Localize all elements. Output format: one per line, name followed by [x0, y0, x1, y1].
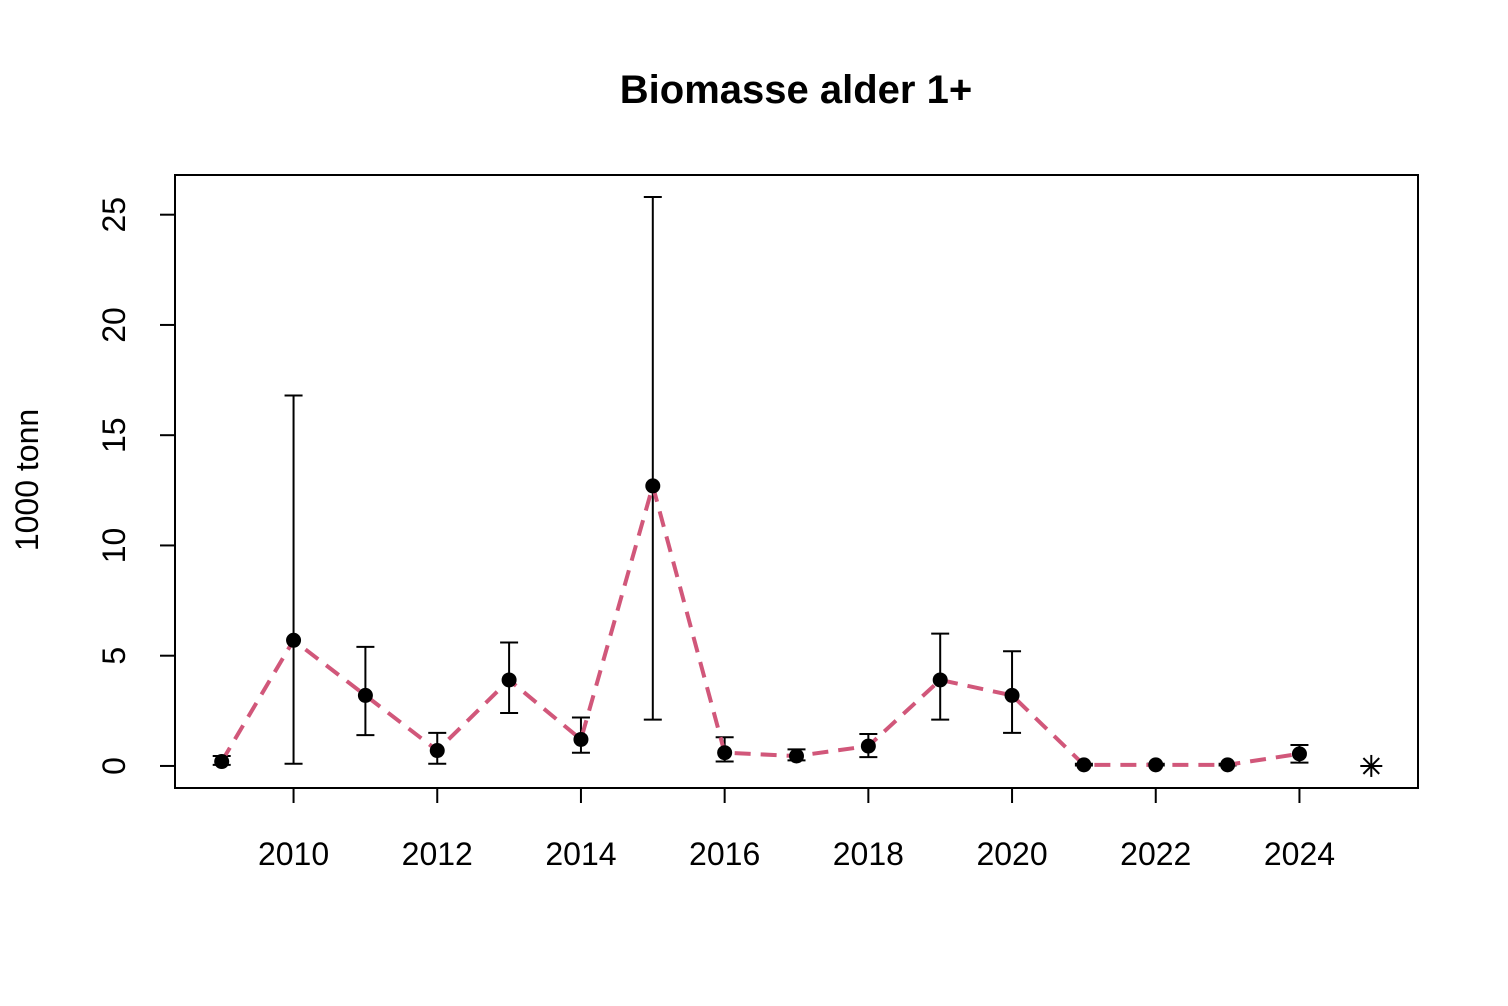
data-point — [214, 754, 230, 770]
y-axis: 0 5 10 15 20 25 — [96, 197, 176, 775]
x-tick-label: 2016 — [689, 836, 760, 872]
x-tick-label: 2020 — [976, 836, 1047, 872]
chart-title: Biomasse alder 1+ — [620, 68, 972, 112]
data-point — [717, 745, 733, 761]
y-tick-label: 5 — [96, 647, 132, 665]
data-point — [860, 738, 876, 754]
y-tick-label: 15 — [96, 417, 132, 453]
asterisk-marker — [1360, 754, 1383, 777]
data-point — [789, 748, 804, 764]
error-bar — [284, 394, 303, 765]
data-point — [1220, 757, 1236, 773]
data-point — [357, 687, 373, 703]
asterisk-stroke — [1362, 757, 1380, 775]
x-axis: 2010 2012 2014 2016 2018 2020 2022 2024 — [258, 787, 1335, 872]
data-point — [286, 632, 302, 648]
data-point — [501, 672, 517, 688]
data-point — [645, 478, 661, 494]
y-tick-label: 25 — [96, 197, 132, 233]
x-tick-label: 2022 — [1120, 836, 1191, 872]
x-tick-label: 2010 — [258, 836, 329, 872]
data-point — [429, 743, 445, 759]
x-tick-label: 2014 — [545, 836, 616, 872]
data-point — [573, 731, 589, 747]
data-point — [1076, 757, 1092, 773]
y-tick-label: 10 — [96, 528, 132, 564]
y-tick-label: 0 — [96, 757, 132, 775]
data-points — [214, 478, 1307, 773]
data-point — [1148, 757, 1164, 773]
x-tick-label: 2018 — [833, 836, 904, 872]
data-point — [1291, 746, 1307, 762]
x-tick-label: 2012 — [402, 836, 473, 872]
data-point — [932, 672, 948, 688]
extra-points — [1360, 754, 1383, 777]
x-tick-label: 2024 — [1264, 836, 1335, 872]
y-tick-label: 20 — [96, 307, 132, 343]
y-axis-label: 1000 tonn — [9, 409, 45, 551]
data-point — [1004, 687, 1020, 703]
error-bar — [643, 196, 662, 721]
